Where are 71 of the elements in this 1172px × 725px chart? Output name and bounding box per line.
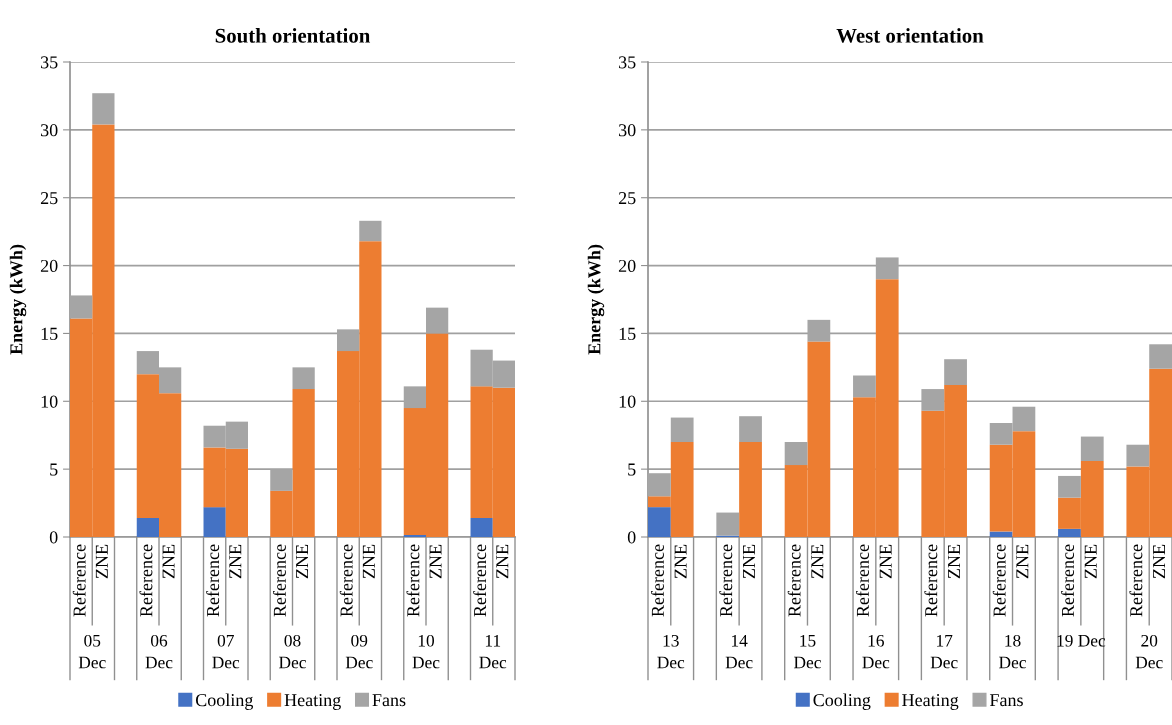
x-tick-label: Reference (651, 544, 664, 617)
x-tick-label: ZNE (362, 544, 375, 579)
y-tick-label: 35 (619, 56, 636, 69)
legend-label: Fans (372, 694, 406, 707)
x-tick-label: Reference (1061, 544, 1074, 617)
text: 15 Dec (794, 634, 821, 669)
x-tick-label: Reference (787, 544, 801, 617)
x-tick-label: ZNE (811, 544, 824, 579)
x-tick-label: ZNE (948, 544, 960, 579)
y-tick-label: 20 (618, 259, 636, 273)
x-tick-label: ZNE (229, 544, 242, 579)
x-tick-label: Reference (1129, 544, 1143, 617)
text: 16 Dec (862, 634, 890, 669)
text: 08 Dec (279, 634, 306, 669)
x-tick-label: ZNE (496, 544, 509, 579)
chart-title: West orientation (836, 28, 984, 43)
legend-label: Fans (989, 694, 1023, 707)
x-tick-label: Reference (473, 544, 487, 617)
x-tick-label: Reference (72, 544, 86, 617)
text: 05 Dec (78, 634, 106, 669)
x-tick-label: Reference (406, 544, 420, 617)
x-tick-label: ZNE (1084, 544, 1097, 579)
text: 17 Dec (930, 634, 958, 669)
y-tick-label: 0 (627, 531, 636, 544)
text: 14 Dec (725, 634, 753, 669)
x-tick-label: ZNE (429, 544, 442, 579)
x-tick-label: ZNE (162, 544, 175, 579)
x-tick-label: ZNE (1153, 544, 1165, 579)
y-tick-label: 15 (41, 327, 58, 340)
y-axis-title: Energy (kWh) (9, 244, 27, 355)
x-tick-label: ZNE (674, 544, 687, 579)
y-tick-label: 25 (40, 192, 58, 205)
x-tick-label: Reference (339, 544, 353, 617)
text: 09 Dec (345, 634, 373, 669)
x-tick-label: ZNE (879, 544, 892, 579)
x-tick-label: ZNE (743, 544, 755, 579)
text: 10 Dec (412, 634, 440, 669)
x-tick-label: Reference (273, 544, 286, 617)
y-tick-label: 35 (41, 56, 58, 69)
y-tick-label: 25 (618, 192, 636, 205)
y-tick-label: 0 (49, 531, 58, 544)
text: 07 Dec (212, 634, 240, 669)
x-tick-label: ZNE (1016, 544, 1029, 579)
chart-title: South orientation (215, 28, 371, 43)
x-tick-label: Reference (924, 544, 938, 617)
y-axis-title: Energy (kWh) (587, 244, 605, 355)
y-tick-label: 30 (619, 124, 636, 137)
y-tick-label: 10 (619, 395, 636, 408)
text: 11 Dec (479, 634, 507, 669)
legend-label: Heating (284, 694, 341, 710)
x-tick-label: Reference (139, 544, 153, 617)
x-tick-label: Reference (719, 544, 733, 617)
y-tick-label: 20 (40, 259, 58, 273)
y-tick-label: 5 (50, 463, 58, 476)
x-tick-label: Reference (206, 544, 220, 617)
x-tick-label: ZNE (95, 544, 108, 579)
x-tick-label: ZNE (296, 544, 308, 579)
y-tick-label: 10 (41, 395, 58, 408)
text: 13 Dec (657, 634, 685, 669)
y-tick-label: 15 (619, 327, 636, 340)
legend-label: Heating (902, 694, 959, 710)
text: 20 Dec (1135, 634, 1163, 669)
legend-label: Cooling (813, 693, 871, 710)
x-tick-label: Reference (992, 544, 1006, 617)
text: 19 Dec (1057, 634, 1106, 647)
text: 18 Dec (999, 634, 1026, 669)
x-tick-label: Reference (856, 544, 869, 617)
y-tick-label: 30 (41, 124, 58, 137)
y-tick-label: 5 (628, 463, 636, 476)
legend-label: Cooling (195, 693, 254, 710)
text: 06 Dec (145, 634, 173, 669)
